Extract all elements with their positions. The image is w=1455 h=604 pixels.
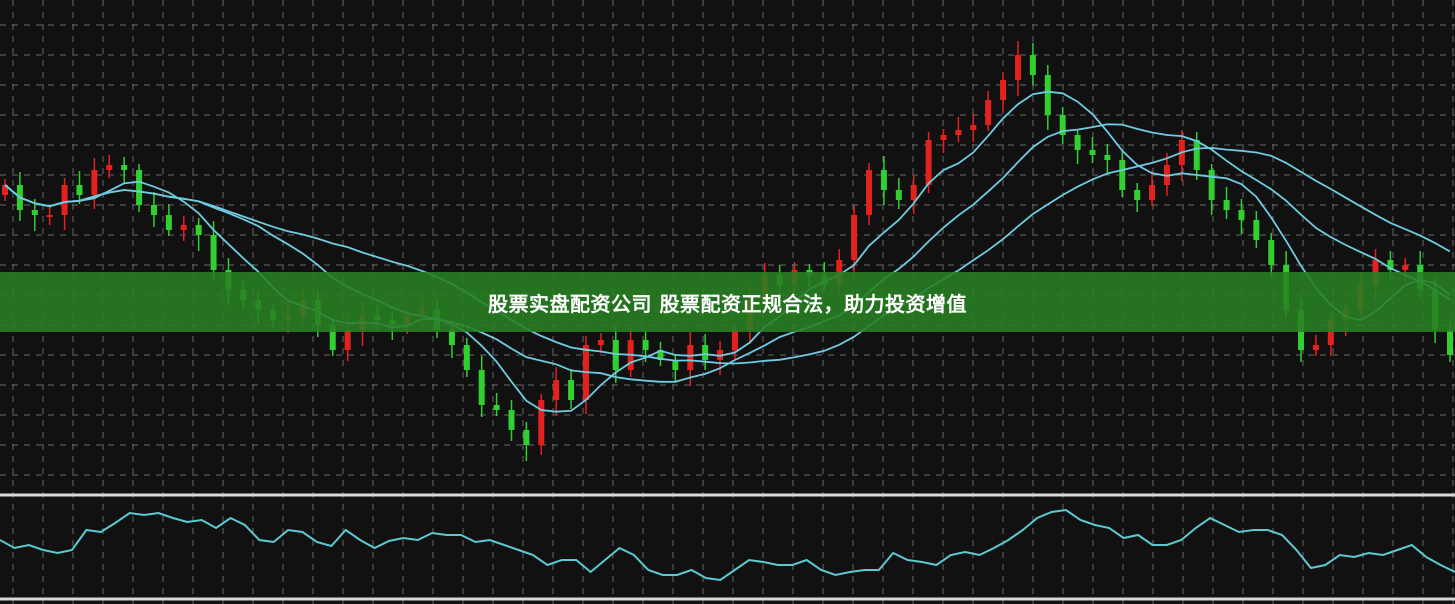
candle-body — [702, 345, 709, 360]
candle-body — [553, 380, 560, 400]
moving-average-line — [4, 146, 1451, 365]
candle-body — [150, 205, 157, 215]
candle-body — [866, 170, 873, 215]
candle-body — [1387, 260, 1394, 270]
candle-body — [597, 340, 604, 345]
candle-body — [463, 345, 470, 370]
candle-body — [1119, 160, 1126, 190]
oscillator-line — [0, 508, 1455, 582]
candle-body — [612, 340, 619, 370]
candle-body — [1104, 155, 1111, 160]
moving-average-line — [4, 123, 1451, 383]
candle-body — [165, 215, 172, 230]
candle-body — [687, 345, 694, 370]
candle-body — [61, 185, 68, 215]
candle-body — [1312, 345, 1319, 350]
candle-body — [1014, 55, 1021, 80]
candle-body — [985, 100, 992, 125]
candle-body — [121, 165, 128, 170]
candle-body — [925, 140, 932, 185]
candle-body — [478, 370, 485, 405]
candles — [2, 41, 1453, 461]
candle-body — [851, 215, 858, 260]
candle-body — [46, 215, 53, 217]
candle-body — [180, 225, 187, 230]
candle-body — [1402, 265, 1409, 270]
candle-body — [329, 325, 336, 350]
candle-body — [880, 170, 887, 190]
candle-body — [970, 125, 977, 130]
candle-body — [1447, 330, 1453, 355]
candle-body — [1134, 190, 1141, 200]
candle-body — [91, 170, 98, 195]
candle-body — [448, 330, 455, 345]
oscillator-panel — [0, 508, 1455, 582]
candle-body — [1044, 75, 1051, 115]
candle-body — [940, 135, 947, 140]
candle-body — [523, 430, 530, 445]
candle-body — [895, 190, 902, 200]
candle-body — [344, 330, 351, 350]
candle-body — [731, 330, 738, 350]
candle-body — [568, 380, 575, 400]
moving-average-line — [4, 90, 1451, 413]
candle-body — [910, 185, 917, 200]
candle-body — [76, 185, 83, 195]
candle-body — [106, 165, 113, 170]
candle-body — [1238, 210, 1245, 220]
candle-body — [1253, 220, 1260, 240]
candle-body — [1149, 185, 1156, 200]
candle-body — [672, 360, 679, 370]
candle-body — [657, 350, 664, 360]
candle-body — [1268, 240, 1275, 265]
candle-body — [1029, 55, 1036, 75]
candle-body — [955, 130, 962, 135]
moving-averages — [4, 90, 1451, 413]
candle-body — [1193, 140, 1200, 170]
candle-body — [195, 225, 202, 235]
candle-body — [1089, 150, 1096, 155]
candle-body — [493, 405, 500, 410]
candle-body — [2, 185, 8, 195]
candle-body — [1059, 115, 1066, 135]
candle-body — [1223, 200, 1230, 210]
candle-body — [508, 410, 515, 430]
candle-body — [136, 170, 143, 205]
candle-body — [210, 235, 217, 270]
candle-body — [642, 340, 649, 350]
candle-body — [31, 210, 38, 215]
candle-body — [538, 400, 545, 445]
candle-body — [1000, 80, 1007, 100]
candle-body — [1208, 170, 1215, 200]
candle-body — [1074, 135, 1081, 150]
banner-title: 股票实盘配资公司 股票配资正规合法，助力投资增值 — [488, 291, 967, 316]
candle-body — [1327, 320, 1334, 345]
title-banner: 股票实盘配资公司 股票配资正规合法，助力投资增值 — [0, 272, 1455, 332]
